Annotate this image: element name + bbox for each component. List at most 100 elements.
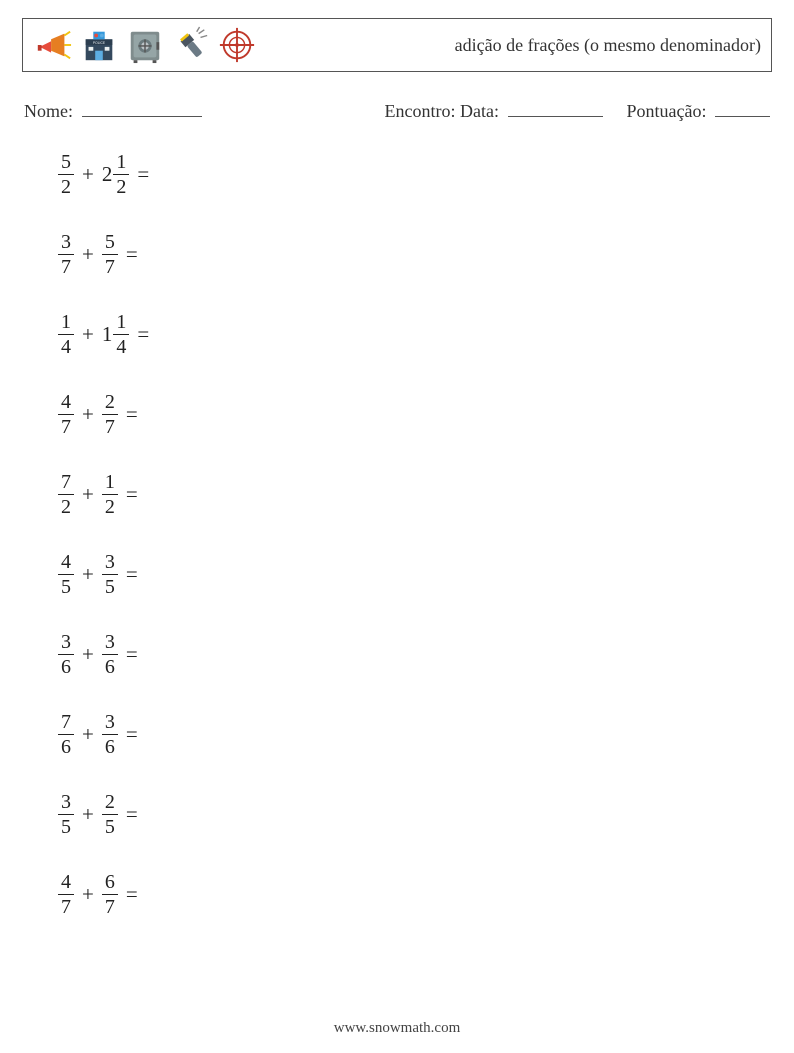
crosshair-icon: [217, 25, 257, 65]
problem-row: 35+25 =: [58, 790, 772, 840]
denominator: 7: [58, 894, 74, 917]
numerator: 3: [102, 632, 118, 654]
denominator: 6: [102, 654, 118, 677]
operator: +: [82, 482, 94, 507]
police-icon: POLICE: [79, 25, 119, 65]
numerator: 7: [58, 472, 74, 494]
mixed-number: 212: [102, 152, 130, 197]
numerator: 4: [58, 392, 74, 414]
equals-sign: =: [126, 642, 138, 667]
operator: +: [82, 162, 94, 187]
numerator: 3: [58, 792, 74, 814]
name-field: Nome:: [24, 98, 202, 122]
equals-sign: =: [126, 242, 138, 267]
denominator: 6: [58, 654, 74, 677]
fraction: 35: [58, 792, 74, 837]
fraction: 25: [102, 792, 118, 837]
fraction: 52: [58, 152, 74, 197]
score-field: Pontuação:: [627, 98, 770, 122]
numerator: 7: [58, 712, 74, 734]
operator: +: [82, 642, 94, 667]
problem-row: 14+114 =: [58, 310, 772, 360]
name-label: Nome:: [24, 101, 73, 121]
equals-sign: =: [137, 322, 149, 347]
denominator: 4: [113, 334, 129, 357]
fraction: 57: [102, 232, 118, 277]
denominator: 2: [102, 494, 118, 517]
equals-sign: =: [126, 562, 138, 587]
megaphone-icon: [33, 25, 73, 65]
numerator: 3: [102, 552, 118, 574]
operator: +: [82, 402, 94, 427]
fraction: 36: [102, 632, 118, 677]
numerator: 3: [102, 712, 118, 734]
fraction: 36: [102, 712, 118, 757]
denominator: 5: [102, 814, 118, 837]
problem-row: 52+212 =: [58, 150, 772, 200]
numerator: 6: [102, 872, 118, 894]
denominator: 2: [58, 494, 74, 517]
operator: +: [82, 722, 94, 747]
denominator: 6: [102, 734, 118, 757]
numerator: 1: [58, 312, 74, 334]
problem-row: 47+67 =: [58, 870, 772, 920]
numerator: 1: [113, 152, 129, 174]
denominator: 2: [113, 174, 129, 197]
footer-url: www.snowmath.com: [0, 1020, 794, 1037]
score-blank: [715, 98, 770, 117]
numerator: 1: [113, 312, 129, 334]
denominator: 7: [58, 254, 74, 277]
denominator: 7: [102, 414, 118, 437]
date-label: Encontro: Data:: [385, 101, 499, 121]
fraction: 14: [113, 312, 129, 357]
problem-row: 45+35 =: [58, 550, 772, 600]
score-label: Pontuação:: [627, 101, 707, 121]
operator: +: [82, 882, 94, 907]
operator: +: [82, 802, 94, 827]
info-line: Nome: Encontro: Data: Pontuação:: [22, 98, 772, 122]
denominator: 5: [58, 814, 74, 837]
date-blank: [508, 98, 603, 117]
flashlight-icon: [171, 25, 211, 65]
problem-row: 72+12 =: [58, 470, 772, 520]
numerator: 1: [102, 472, 118, 494]
numerator: 4: [58, 552, 74, 574]
operator: +: [82, 242, 94, 267]
numerator: 4: [58, 872, 74, 894]
fraction: 35: [102, 552, 118, 597]
safe-icon: [125, 25, 165, 65]
problem-row: 37+57 =: [58, 230, 772, 280]
problem-row: 76+36 =: [58, 710, 772, 760]
denominator: 6: [58, 734, 74, 757]
numerator: 5: [102, 232, 118, 254]
worksheet-title: adição de frações (o mesmo denominador): [455, 35, 761, 56]
fraction: 47: [58, 872, 74, 917]
operator: +: [82, 562, 94, 587]
equals-sign: =: [126, 882, 138, 907]
header-icons: POLICE: [33, 25, 257, 65]
numerator: 2: [102, 792, 118, 814]
denominator: 2: [58, 174, 74, 197]
denominator: 5: [102, 574, 118, 597]
name-blank: [82, 98, 202, 117]
equals-sign: =: [126, 482, 138, 507]
mixed-number: 114: [102, 312, 130, 357]
problem-row: 47+27 =: [58, 390, 772, 440]
denominator: 7: [102, 894, 118, 917]
fraction: 12: [113, 152, 129, 197]
operator: +: [82, 322, 94, 347]
whole-part: 1: [102, 322, 113, 347]
problems-list: 52+212 =37+57 =14+114 =47+27 =72+12 =45+…: [22, 150, 772, 920]
numerator: 3: [58, 632, 74, 654]
equals-sign: =: [126, 722, 138, 747]
fraction: 27: [102, 392, 118, 437]
equals-sign: =: [137, 162, 149, 187]
denominator: 4: [58, 334, 74, 357]
denominator: 7: [102, 254, 118, 277]
numerator: 5: [58, 152, 74, 174]
denominator: 7: [58, 414, 74, 437]
equals-sign: =: [126, 402, 138, 427]
whole-part: 2: [102, 162, 113, 187]
fraction: 12: [102, 472, 118, 517]
denominator: 5: [58, 574, 74, 597]
